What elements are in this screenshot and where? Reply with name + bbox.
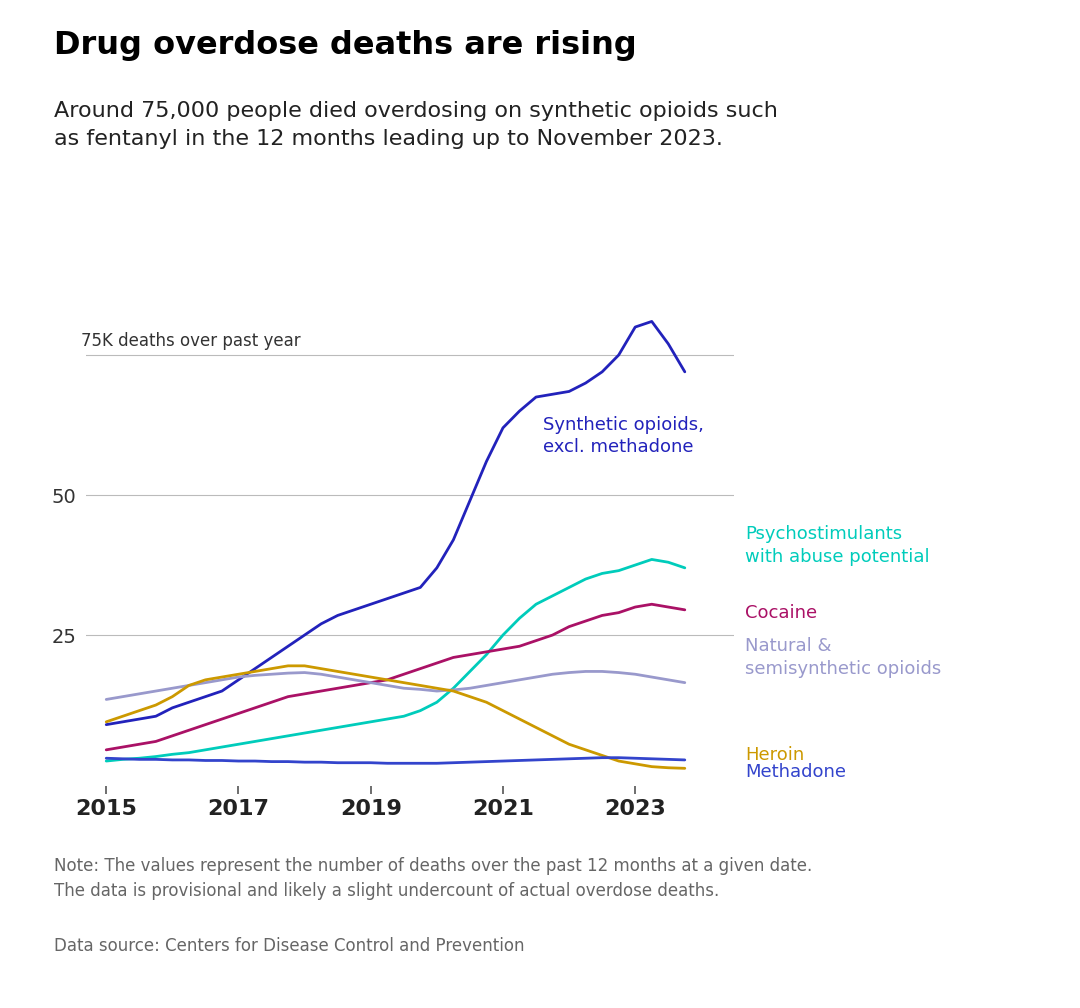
Text: Synthetic opioids,
excl. methadone: Synthetic opioids, excl. methadone: [542, 415, 703, 456]
Text: Psychostimulants
with abuse potential: Psychostimulants with abuse potential: [745, 525, 930, 565]
Text: Methadone: Methadone: [745, 763, 847, 781]
Text: 75K deaths over past year: 75K deaths over past year: [81, 332, 300, 350]
Text: Heroin: Heroin: [745, 747, 805, 764]
Text: Natural &
semisynthetic opioids: Natural & semisynthetic opioids: [745, 637, 942, 677]
Text: Drug overdose deaths are rising: Drug overdose deaths are rising: [54, 30, 637, 61]
Text: Cocaine: Cocaine: [745, 604, 818, 622]
Text: Data source: Centers for Disease Control and Prevention: Data source: Centers for Disease Control…: [54, 937, 525, 956]
Text: Around 75,000 people died overdosing on synthetic opioids such
as fentanyl in th: Around 75,000 people died overdosing on …: [54, 101, 778, 149]
Text: Note: The values represent the number of deaths over the past 12 months at a giv: Note: The values represent the number of…: [54, 857, 812, 900]
